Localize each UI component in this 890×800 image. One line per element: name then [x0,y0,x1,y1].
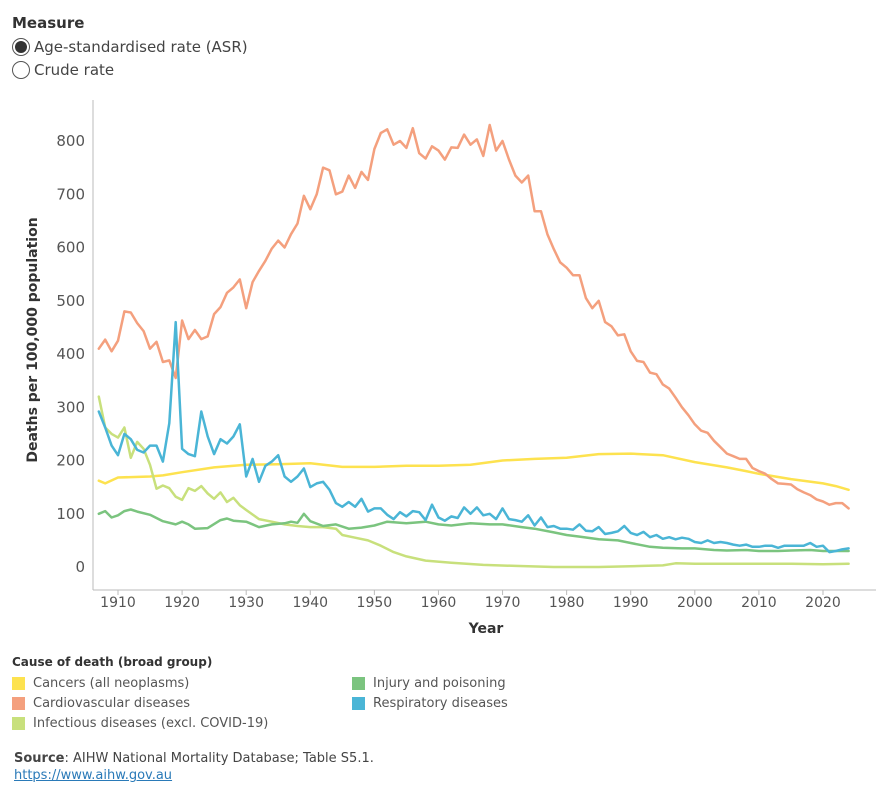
y-tick-label: 0 [75,558,85,576]
x-tick-label: 2020 [805,595,841,611]
y-tick-label: 400 [56,345,85,363]
series-line-respiratory-diseases [97,320,850,554]
y-tick-label: 500 [56,292,85,310]
legend-swatch [12,716,25,730]
radio-label-asr: Age-standardised rate (ASR) [34,37,248,56]
x-tick-label: 2010 [741,595,777,611]
series-line-infectious-diseases-excl-covid-19 [97,395,850,569]
legend-label: Injury and poisoning [373,675,506,691]
series-line-injury-and-poisoning [97,508,850,553]
y-tick-label: 800 [56,132,85,150]
legend-label: Cancers (all neoplasms) [33,675,190,691]
legend-label: Cardiovascular diseases [33,695,190,711]
source-note: Source: AIHW National Mortality Database… [14,751,374,766]
legend-swatch [352,676,365,690]
legend-swatch [352,696,365,710]
x-tick-label: 1910 [100,595,136,611]
x-tick-label: 2000 [677,595,713,611]
x-tick-label: 1920 [164,595,200,611]
y-tick-label: 700 [56,185,85,203]
radio-option-crude[interactable]: Crude rate [12,58,248,81]
legend-item[interactable]: Infectious diseases (excl. COVID-19) [12,713,352,733]
source-text: : AIHW National Mortality Database; Tabl… [64,751,374,766]
x-tick-label: 1970 [485,595,521,611]
legend-swatch [12,696,25,710]
y-tick-label: 300 [56,398,85,416]
x-tick-label: 1980 [549,595,585,611]
x-tick-label: 1930 [228,595,264,611]
y-tick-label: 200 [56,452,85,470]
y-tick-label: 600 [56,239,85,257]
legend-item[interactable]: Respiratory diseases [352,693,572,713]
legend: Cause of death (broad group) Cancers (al… [12,655,572,733]
radio-unselected-icon[interactable] [12,60,30,79]
radio-option-asr[interactable]: Age-standardised rate (ASR) [12,35,248,58]
measure-filter: Measure Age-standardised rate (ASR) Crud… [12,14,248,81]
source-label: Source [14,751,65,766]
legend-item[interactable]: Cardiovascular diseases [12,693,352,713]
x-tick-label: 1990 [613,595,649,611]
line-chart: 0 100 200 300 400 500 600 700 800 1910 1920 1930 194… [25,100,876,637]
y-axis-label: Deaths per 100,000 population [25,217,41,462]
source-link[interactable]: https://www.aihw.gov.au [14,768,173,783]
legend-swatch [12,676,25,690]
y-tick-label: 100 [56,505,85,523]
legend-item[interactable]: Injury and poisoning [352,673,572,693]
legend-item[interactable]: Cancers (all neoplasms) [12,673,352,693]
x-axis-label: Year [468,621,504,637]
series-line-cardiovascular-diseases [97,123,850,510]
legend-label: Infectious diseases (excl. COVID-19) [33,715,269,731]
measure-title: Measure [12,14,85,32]
legend-label: Respiratory diseases [373,695,508,711]
radio-selected-icon[interactable] [12,37,30,56]
legend-items: Cancers (all neoplasms) Cardiovascular di… [12,673,572,733]
series-line-cancers-all-neoplasms [97,452,850,492]
radio-label-crude: Crude rate [34,60,115,79]
x-tick-label: 1940 [292,595,328,611]
legend-title: Cause of death (broad group) [12,655,213,669]
x-tick-label: 1960 [421,595,457,611]
x-tick-label: 1950 [357,595,393,611]
